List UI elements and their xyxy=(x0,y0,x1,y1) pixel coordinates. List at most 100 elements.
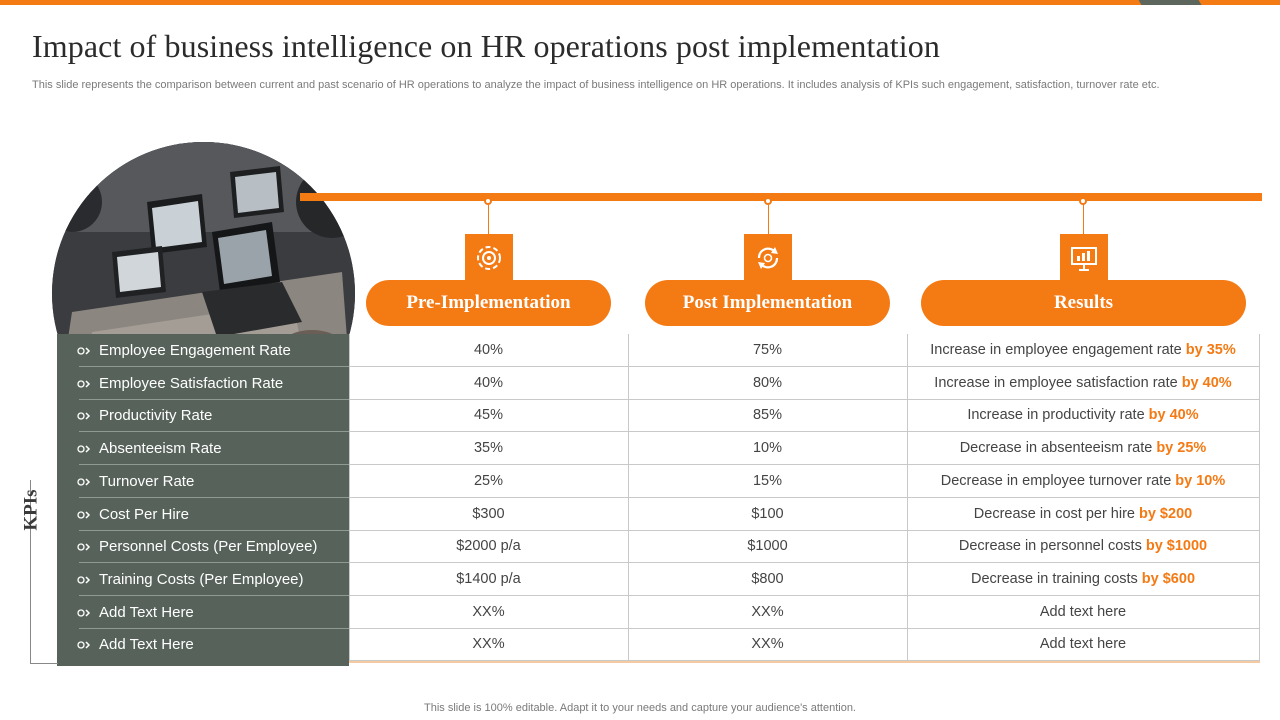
kpi-name: Training Costs (Per Employee) xyxy=(99,571,304,588)
pre-value-cell: $2000 p/a xyxy=(349,530,628,563)
row-separator xyxy=(79,595,349,596)
row-separator xyxy=(79,562,349,563)
pre-value: 40% xyxy=(473,375,504,391)
post-value: 80% xyxy=(752,375,783,391)
top-accent-stripe xyxy=(1138,0,1202,5)
result-change-highlight: by 40% xyxy=(1148,407,1199,423)
kpi-name: Absenteeism Rate xyxy=(99,440,222,457)
post-value: 75% xyxy=(752,342,783,358)
kpi-row: Employee Engagement Rate xyxy=(57,334,349,367)
post-value: 15% xyxy=(752,473,783,489)
column-connector xyxy=(488,200,489,234)
column-connector-dot xyxy=(1079,197,1087,205)
post-value: $1000 xyxy=(747,538,788,554)
kpi-row: Add Text Here xyxy=(57,596,349,629)
result-value: Decrease in personnel costs xyxy=(958,538,1142,554)
result-cell: Add text here xyxy=(907,596,1259,629)
pre-value: 45% xyxy=(473,407,504,423)
kpi-name: Add Text Here xyxy=(99,636,194,653)
top-accent-stripe-orange xyxy=(1212,0,1280,5)
result-value: Decrease in absenteeism rate xyxy=(959,440,1153,456)
post-value-cell: 75% xyxy=(628,334,907,367)
row-separator xyxy=(79,497,349,498)
result-value: Increase in employee engagement rate xyxy=(930,342,1182,358)
post-value-cell: 10% xyxy=(628,432,907,465)
results-header: Results xyxy=(921,280,1246,326)
post-value: $800 xyxy=(751,571,784,587)
header-divider-line xyxy=(300,193,1262,201)
post-value-cell: XX% xyxy=(628,628,907,661)
gear-cycle-icon xyxy=(465,234,513,282)
kpi-panel: Employee Engagement Rate Employee Satisfa… xyxy=(57,334,349,666)
arrow-bullet-icon xyxy=(57,608,99,618)
kpi-row: Productivity Rate xyxy=(57,399,349,432)
row-separator xyxy=(79,399,349,400)
column-connector xyxy=(1083,200,1084,234)
row-separator xyxy=(79,431,349,432)
result-cell: Increase in employee satisfaction rate by… xyxy=(907,367,1259,400)
result-cell: Decrease in absenteeism rate by 25% xyxy=(907,432,1259,465)
pre-value: 35% xyxy=(473,440,504,456)
result-change-highlight: by $200 xyxy=(1138,506,1193,522)
result-value: Decrease in training costs xyxy=(970,571,1138,587)
kpi-row: Add Text Here xyxy=(57,628,349,661)
column-connector xyxy=(768,200,769,234)
arrow-bullet-icon xyxy=(57,477,99,487)
result-value: Increase in productivity rate xyxy=(967,407,1145,423)
arrow-bullet-icon xyxy=(57,510,99,520)
table-divider xyxy=(1259,334,1260,662)
post-value: $100 xyxy=(751,506,784,522)
pre-implementation-header: Pre-Implementation xyxy=(366,280,611,326)
presentation-chart-icon xyxy=(1060,234,1108,282)
slide-title: Impact of business intelligence on HR op… xyxy=(32,28,940,64)
pre-value: 40% xyxy=(473,342,504,358)
result-cell: Decrease in personnel costs by $1000 xyxy=(907,530,1259,563)
pre-value-cell: 25% xyxy=(349,465,628,498)
post-value-cell: $100 xyxy=(628,498,907,531)
arrow-bullet-icon xyxy=(57,346,99,356)
pre-value: XX% xyxy=(472,604,505,620)
arrow-bullet-icon xyxy=(57,411,99,421)
result-cell: Add text here xyxy=(907,628,1259,661)
post-value: XX% xyxy=(751,604,784,620)
post-value: 85% xyxy=(752,407,783,423)
result-change-highlight: by $600 xyxy=(1141,571,1196,587)
pre-value: 25% xyxy=(473,473,504,489)
row-separator xyxy=(79,464,349,465)
table-divider xyxy=(349,334,350,662)
slide-footer: This slide is 100% editable. Adapt it to… xyxy=(424,702,856,714)
arrow-bullet-icon xyxy=(57,640,99,650)
table-divider xyxy=(907,334,908,662)
arrow-bullet-icon xyxy=(57,379,99,389)
post-value: XX% xyxy=(751,636,784,652)
result-value: Increase in employee satisfaction rate xyxy=(934,375,1178,391)
result-cell: Decrease in cost per hire by $200 xyxy=(907,498,1259,531)
kpi-name: Add Text Here xyxy=(99,604,194,621)
pre-value-cell: $1400 p/a xyxy=(349,563,628,596)
pre-value: XX% xyxy=(472,636,505,652)
post-value-cell: $800 xyxy=(628,563,907,596)
result-value: Decrease in cost per hire xyxy=(973,506,1135,522)
result-change-highlight: by 40% xyxy=(1181,375,1232,391)
kpi-comparison-table: 40% 75% Increase in employee engagement ra… xyxy=(349,334,1260,663)
row-separator xyxy=(79,366,349,367)
kpis-side-label-text: KPIs xyxy=(21,489,42,531)
refresh-cycle-icon xyxy=(744,234,792,282)
row-separator xyxy=(79,530,349,531)
post-value: 10% xyxy=(752,440,783,456)
kpi-name: Productivity Rate xyxy=(99,407,213,424)
arrow-bullet-icon xyxy=(57,542,99,552)
kpi-name: Employee Satisfaction Rate xyxy=(99,375,284,392)
column-connector-dot xyxy=(484,197,492,205)
post-value-cell: XX% xyxy=(628,596,907,629)
kpi-row: Turnover Rate xyxy=(57,465,349,498)
kpi-name: Cost Per Hire xyxy=(99,506,190,523)
result-change-highlight: by 25% xyxy=(1156,440,1207,456)
result-cell: Increase in productivity rate by 40% xyxy=(907,399,1259,432)
pre-value-cell: $300 xyxy=(349,498,628,531)
post-value-cell: 80% xyxy=(628,367,907,400)
post-implementation-header: Post Implementation xyxy=(645,280,890,326)
pre-value-cell: 45% xyxy=(349,399,628,432)
pre-value: $300 xyxy=(472,506,505,522)
column-connector-dot xyxy=(764,197,772,205)
